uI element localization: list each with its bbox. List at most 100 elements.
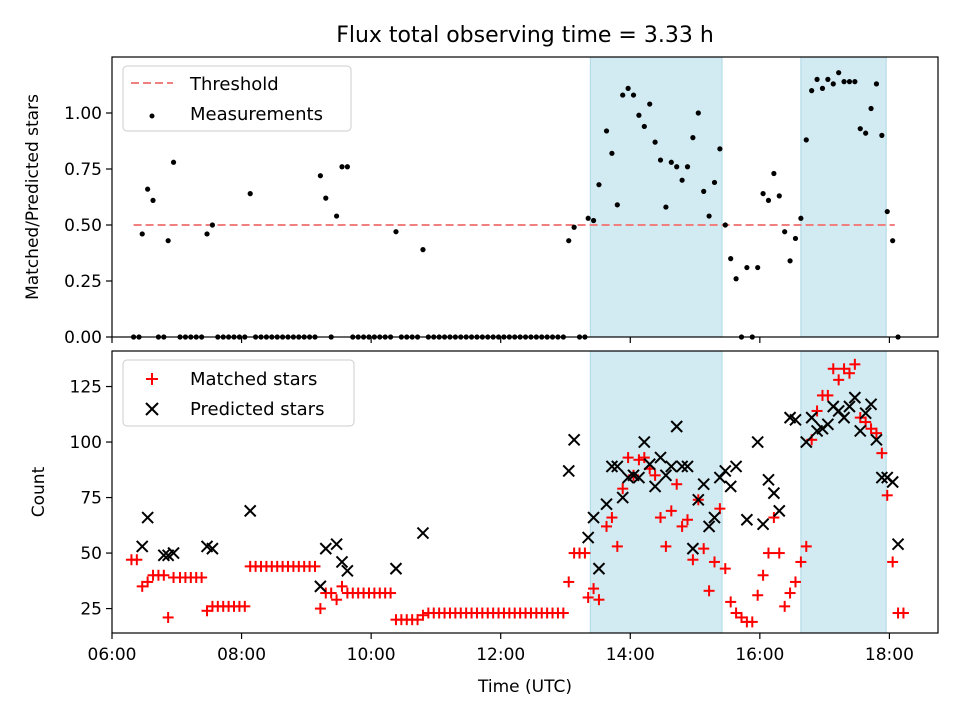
measurement-point [657,157,664,163]
measurement-point [717,146,723,152]
matched-star-point [617,483,629,495]
predicted-star-point [789,413,802,427]
matched-star-point [557,607,569,619]
measurement-point [873,81,880,87]
matched-star-point [649,469,661,481]
bottom-shaded-regions [589,350,887,634]
measurement-point [803,137,809,143]
measurement-point [733,276,739,282]
measurement-point [890,238,896,244]
legend-threshold-label: Threshold [189,74,279,95]
measurement-point [652,139,658,145]
x-tick-label: 14:00 [606,645,655,665]
measurement-point [868,105,874,112]
x-tick-label: 08:00 [217,645,266,665]
x-tick-label: 16:00 [735,645,784,665]
measurement-point [139,231,145,237]
x-tick-label: 10:00 [347,645,396,665]
predicted-star-point [648,480,662,493]
measurement-point [609,150,615,156]
matched-points [125,358,909,628]
matched-star-point [325,587,337,599]
predicted-star-point [616,491,629,504]
measurement-point [596,182,602,188]
predicted-star-point [697,478,710,491]
measurement-point [145,186,151,192]
matched-star-point [131,554,143,566]
predicted-star-point [330,537,343,551]
measurement-point [420,247,426,253]
measurement-point [690,135,696,141]
predicted-star-point [751,435,764,449]
matched-star-point [719,563,731,575]
measurement-point [625,85,631,91]
matched-star-point [779,600,791,612]
matched-star-point [314,603,326,615]
top-panel: 0.00 0.25 0.50 0.75 1.00 Matched/Predicted s… [23,56,939,348]
measurement-point [755,264,761,271]
legend-measurements-swatch [149,113,155,119]
measurement-point [317,173,323,179]
matched-star-point [331,594,343,606]
matched-star-point [800,540,812,552]
matched-star-point [789,576,801,588]
measurement-point [841,79,847,85]
measurement-point [852,79,858,85]
predicted-star-point [136,540,149,553]
measurement-point [798,215,804,221]
predicted-star-point [243,504,257,518]
matched-star-point [162,611,174,623]
measurement-point [684,164,691,170]
measurement-point [323,195,329,201]
bottom-legend-box [122,359,355,427]
measurement-point [247,191,253,197]
measurement-point [585,215,591,221]
matched-star-point [870,427,882,439]
matched-star-point [833,374,845,386]
predicted-star-point [886,475,899,489]
predicted-star-point [600,498,613,511]
matched-star-point [611,540,623,552]
measurement-point [825,76,831,82]
matched-star-point [698,543,710,555]
measurement-point [630,92,637,98]
predicted-star-point [800,435,813,449]
predicted-star-point [805,411,818,424]
predicted-star-point [341,564,354,578]
predicted-star-point [859,406,872,420]
predicted-star-point [638,435,651,449]
measurement-point [836,70,842,76]
matched-star-point [385,587,397,599]
matched-star-point [876,447,888,459]
predicted-star-point [702,520,716,533]
figure-title: Flux total observing time = 3.33 h [336,23,714,48]
predicted-star-point [686,542,700,555]
predicted-star-point [659,469,673,482]
predicted-star-point [157,549,171,562]
predicted-star-point [891,537,905,551]
matched-star-point [843,367,855,379]
predicted-star-point [756,517,770,531]
predicted-star-point [870,433,883,447]
measurement-point [744,264,750,271]
predicted-star-point [843,400,856,413]
matched-star-point [811,405,823,417]
matched-star-point [622,452,634,464]
measurement-point [204,231,210,237]
predicted-star-point [567,433,581,447]
measurement-point [819,85,826,91]
top-y-tick-label: 0.00 [64,328,102,348]
matched-star-point [671,478,683,490]
measurement-point [879,132,885,138]
legend-matched-label: Matched stars [190,369,317,390]
measurement-point [809,88,815,94]
bottom-y-tick-label: 125 [70,378,102,398]
predicted-star-point [762,473,775,486]
predicted-star-point [335,555,349,569]
top-legend: Threshold Measurements [122,65,352,132]
legend-predicted-label: Predicted stars [190,399,324,420]
measurement-point [566,238,572,244]
measurement-point [846,79,853,85]
